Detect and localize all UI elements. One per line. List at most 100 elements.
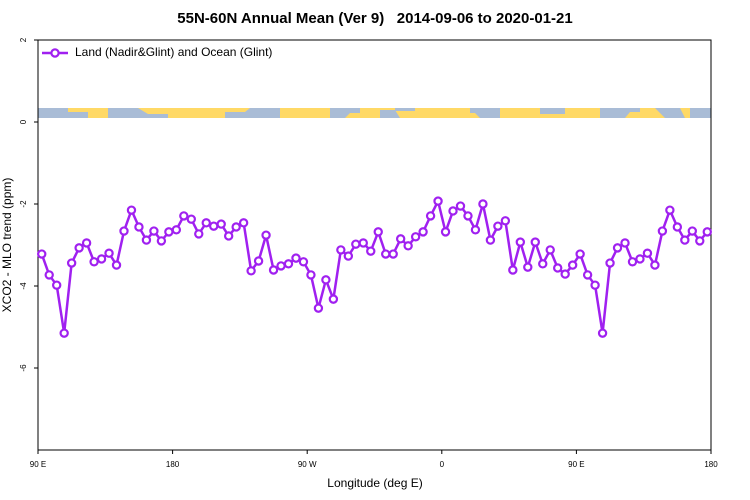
data-point <box>74 243 84 253</box>
data-point <box>313 303 324 313</box>
data-point <box>89 257 99 267</box>
x-tick-label: 90 E <box>568 460 584 469</box>
data-point <box>650 260 660 270</box>
data-point <box>343 251 354 261</box>
data-point <box>440 227 451 237</box>
ocean-strip <box>38 108 711 118</box>
data-point <box>149 226 159 236</box>
data-point <box>216 219 226 229</box>
series-line <box>40 197 709 334</box>
data-point <box>485 235 496 245</box>
data-point <box>381 249 391 259</box>
data-point <box>119 226 129 236</box>
data-point <box>545 245 555 255</box>
plot-frame <box>37 39 712 451</box>
data-point <box>500 216 511 226</box>
data-point <box>283 259 294 269</box>
y-tick-label: -6 <box>19 364 28 372</box>
x-tick-label: 90 W <box>298 460 317 469</box>
data-point <box>268 265 279 275</box>
data-point <box>672 222 683 232</box>
data-point <box>238 218 249 228</box>
data-point <box>111 260 122 270</box>
data-point <box>164 227 174 237</box>
data-point <box>508 265 518 275</box>
data-point <box>201 218 211 228</box>
data-point <box>253 256 264 266</box>
data-point <box>575 249 585 259</box>
x-tick-label: 180 <box>704 460 718 469</box>
data-point <box>493 221 503 231</box>
data-point <box>523 262 533 272</box>
data-point <box>194 229 204 239</box>
data-point <box>403 241 413 251</box>
data-point <box>463 211 473 221</box>
data-point <box>186 214 196 224</box>
data-point <box>470 225 481 235</box>
data-point <box>642 248 653 258</box>
data-point <box>627 257 638 267</box>
data-point <box>96 254 107 264</box>
data-point <box>321 275 331 285</box>
data-point <box>44 270 54 280</box>
data-point <box>209 221 219 231</box>
data-point <box>336 245 346 255</box>
data-point <box>246 266 256 276</box>
data-point <box>455 201 466 211</box>
data-point <box>425 211 436 221</box>
data-point <box>291 253 301 263</box>
data-point <box>582 270 593 280</box>
data-point <box>597 328 608 338</box>
data-point <box>418 227 428 237</box>
data-point <box>567 260 578 270</box>
data-point <box>351 239 361 249</box>
data-point <box>231 222 241 232</box>
data-point <box>538 259 548 269</box>
data-point <box>298 257 309 267</box>
data-point <box>635 254 645 264</box>
data-point <box>680 235 690 245</box>
data-point <box>373 227 383 237</box>
data-point <box>126 205 137 215</box>
data-point <box>104 248 114 258</box>
data-point <box>553 263 563 273</box>
x-tick-label: 0 <box>440 460 445 469</box>
data-point <box>141 235 152 245</box>
data-point <box>171 225 182 235</box>
data-point <box>276 261 286 271</box>
legend: Land (Nadir&Glint) and Ocean (Glint) <box>42 45 272 59</box>
data-point <box>433 196 443 206</box>
data-point <box>665 205 675 215</box>
data-point <box>620 238 630 248</box>
data-point <box>605 258 615 268</box>
data-point <box>657 226 668 236</box>
data-point <box>530 237 540 247</box>
y-tick-label: 0 <box>19 119 28 124</box>
data-point <box>179 211 189 221</box>
data-point <box>410 232 421 242</box>
data-point <box>388 249 398 259</box>
chart-title: 55N-60N Annual Mean (Ver 9) 2014-09-06 t… <box>177 10 572 27</box>
data-point <box>134 222 144 232</box>
data-point <box>51 280 62 290</box>
data-point <box>261 230 271 240</box>
y-tick-label: -2 <box>19 200 28 208</box>
data-point <box>687 226 698 236</box>
data-point <box>328 294 339 304</box>
data-point <box>515 237 526 247</box>
y-tick-label: 2 <box>19 37 28 42</box>
y-tick-label: -4 <box>19 282 28 290</box>
data-point <box>560 269 570 279</box>
data-point <box>702 227 712 237</box>
data-point <box>695 236 705 246</box>
data-point <box>156 236 167 246</box>
x-axis-label: Longitude (deg E) <box>327 476 422 490</box>
land-strip <box>38 108 711 118</box>
data-point <box>66 258 77 268</box>
x-tick-label: 180 <box>166 460 180 469</box>
data-point <box>395 234 406 244</box>
data-point <box>448 206 458 216</box>
data-point <box>81 238 92 248</box>
